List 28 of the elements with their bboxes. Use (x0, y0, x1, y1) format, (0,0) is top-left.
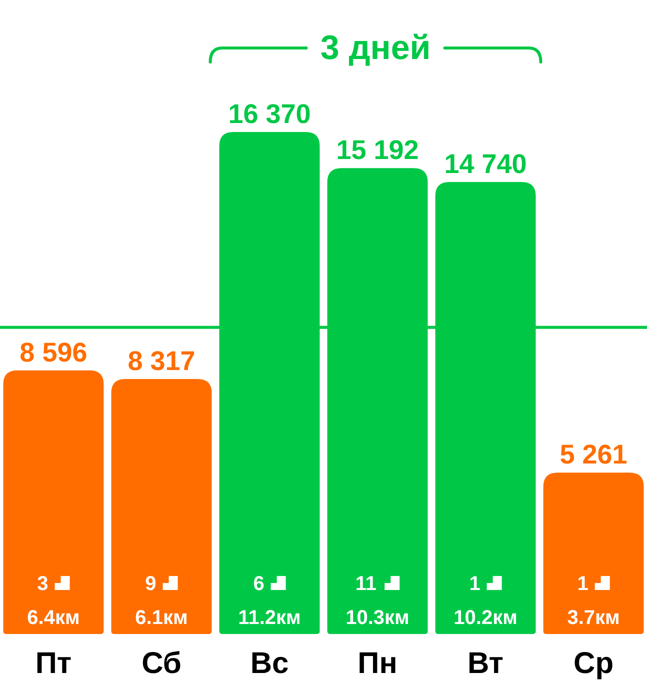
data-label: 5 261 (560, 440, 628, 470)
data-label: 14 740 (444, 148, 527, 179)
annotation: 9 (145, 573, 156, 595)
x-tick-label: Вт (468, 647, 504, 680)
bar (111, 378, 212, 634)
x-tick-label: Пн (358, 647, 398, 680)
x-tick-label: Вс (250, 647, 289, 680)
data-label: 8 317 (128, 346, 196, 376)
annotation: 6.4км (27, 607, 80, 629)
bar (543, 472, 644, 634)
bar (3, 370, 104, 634)
annotation: 10.3км (346, 607, 410, 629)
text: 3 дней (320, 29, 431, 67)
data-label: 16 370 (228, 99, 311, 129)
annotation: 1 (577, 573, 588, 595)
data-label: 15 192 (336, 135, 419, 166)
annotation: 3 (37, 573, 48, 595)
annotation: 11 (355, 573, 377, 595)
x-tick-label: Пт (35, 647, 72, 680)
annotation: 11.2км (238, 607, 301, 629)
x-tick-label: Сб (142, 647, 182, 680)
data-label: 8 596 (20, 337, 88, 368)
x-tick-label: Ср (574, 647, 614, 680)
annotation: 1 (469, 573, 480, 595)
annotation: 6.1км (135, 607, 188, 629)
annotation: 3.7км (567, 607, 620, 629)
annotation: 10.2км (454, 607, 518, 629)
annotation: 6 (253, 573, 264, 595)
